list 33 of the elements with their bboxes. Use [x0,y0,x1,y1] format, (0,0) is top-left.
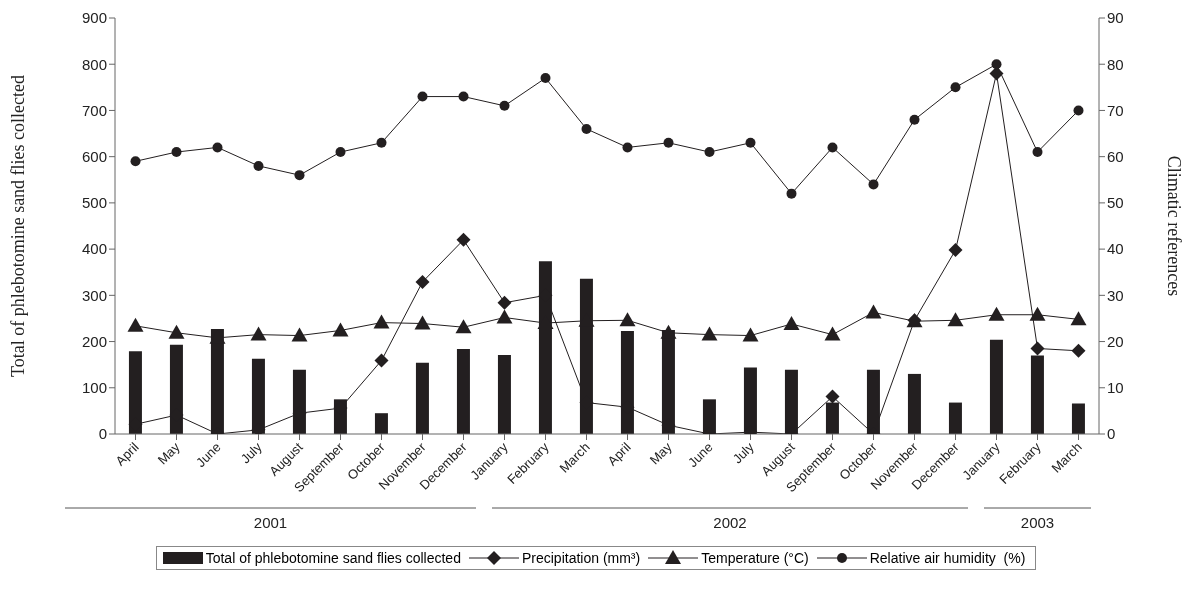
text: 2001 [253,514,288,531]
y-tick-label: 700 [81,101,107,119]
y-tick-label: 800 [81,55,107,73]
y2-tick-label: 30 [1107,286,1124,304]
y2-tick-label: 40 [1107,240,1124,258]
y2-tick-label: 20 [1107,332,1124,350]
y-tick-label: 200 [81,332,107,350]
legend-label: Relative air humidity (%) [869,550,1026,566]
legend-label: Temperature (°C) [701,550,809,566]
legend-label: Precipitation (mm³) [521,550,641,566]
y-tick-label: 600 [81,147,107,165]
y2-tick-label: 60 [1107,147,1124,165]
y2-tick-label: 80 [1107,55,1124,73]
y2-tick-label: 70 [1107,101,1124,119]
y-tick-label: 500 [81,194,107,212]
y-tick-label: 400 [81,240,107,258]
y-tick-label: 900 [81,9,107,27]
y2-tick-label: 10 [1107,379,1124,397]
y2-tick-label: 0 [1107,425,1116,443]
x-tick-label: May [154,439,183,468]
x-tick-label: May [646,439,675,468]
text: 2002 [713,514,747,531]
y2-axis-title: Climatic references [1163,155,1184,297]
y-tick-label: 0 [98,425,107,443]
y-tick-label: 300 [81,286,107,304]
x-tick-label: July [729,439,757,467]
text: 2003 [1020,514,1055,531]
y-tick-label: 100 [81,379,107,397]
legend-label: Total of phlebotomine sand flies collected [205,550,461,566]
y2-tick-label: 90 [1107,9,1124,27]
y-axis-title: Total of phlebotomine sand flies collected [8,74,29,378]
x-tick-label: July [237,439,265,467]
y2-tick-label: 50 [1107,194,1124,212]
